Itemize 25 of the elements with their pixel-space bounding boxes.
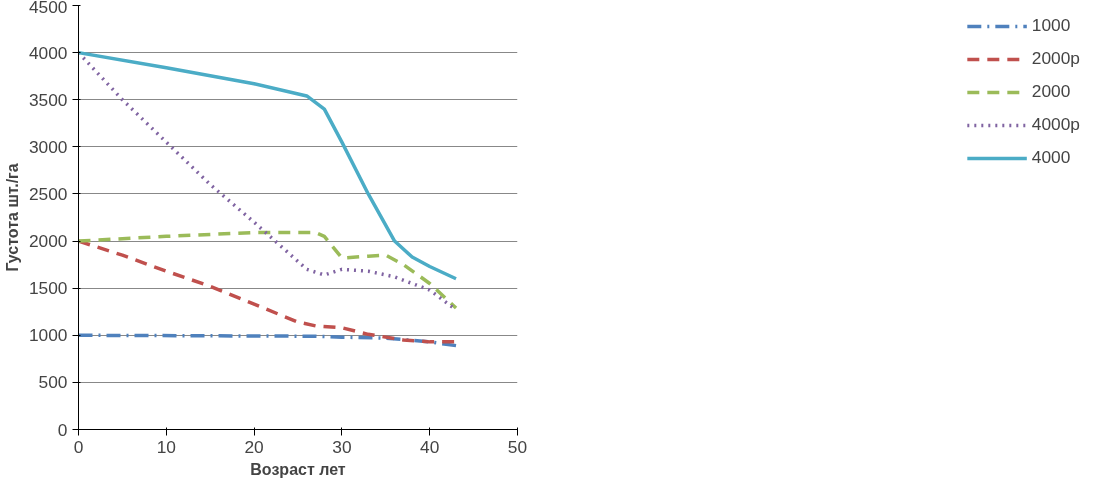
y-tick-label: 0: [57, 419, 68, 440]
x-tick-label: 0: [73, 436, 84, 457]
y-tick-label: 1000: [28, 325, 68, 346]
x-tick-label: 40: [420, 436, 440, 457]
y-tick-label: 4000: [28, 42, 68, 63]
x-tick-label: 20: [244, 436, 264, 457]
y-tick-label: 3000: [28, 136, 68, 157]
line-series: [78, 333, 458, 348]
y-tick-label: 500: [38, 372, 68, 393]
x-tick-label: 10: [156, 436, 176, 457]
legend-label: 4000р: [1031, 114, 1080, 135]
y-tick-label: 3500: [28, 89, 68, 110]
y-axis-title: Густота шт./га: [3, 163, 21, 272]
legend-label: 2000р: [1031, 48, 1080, 69]
y-tick-label: 2500: [28, 183, 68, 204]
y-tick-label: 2000: [28, 231, 68, 252]
legend-label: 1000: [1031, 15, 1071, 36]
legend-label: 4000: [1031, 147, 1071, 168]
x-tick-label: 50: [507, 436, 528, 457]
y-tick-label: 4500: [28, 0, 68, 17]
y-tick-label: 1500: [28, 278, 68, 299]
x-axis-title: Возраст лет: [250, 460, 346, 478]
x-tick-label: 30: [332, 436, 352, 457]
line-series: [78, 230, 458, 310]
legend-label: 2000: [1031, 81, 1071, 102]
